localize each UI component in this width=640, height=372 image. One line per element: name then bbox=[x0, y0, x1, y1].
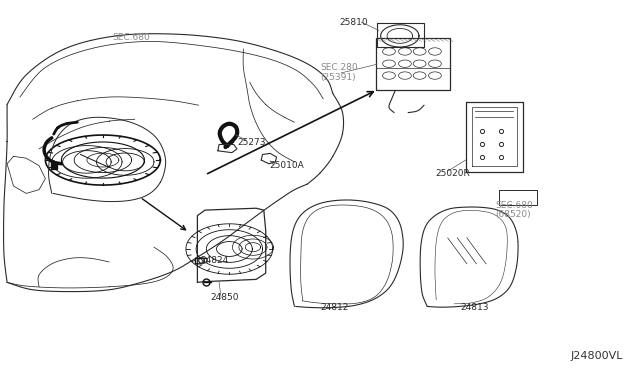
Text: 25810: 25810 bbox=[339, 18, 368, 27]
Text: 24813: 24813 bbox=[461, 303, 489, 312]
Text: 25273: 25273 bbox=[237, 138, 266, 147]
Text: SEC.280: SEC.280 bbox=[320, 63, 358, 72]
Text: 25010A: 25010A bbox=[269, 161, 303, 170]
Text: (68520): (68520) bbox=[495, 211, 531, 219]
Text: 24812: 24812 bbox=[320, 303, 348, 312]
Text: 25020R: 25020R bbox=[435, 169, 470, 177]
Text: J24800VL: J24800VL bbox=[571, 351, 623, 361]
Text: (25391): (25391) bbox=[320, 73, 356, 82]
Text: SEC.680: SEC.680 bbox=[113, 33, 150, 42]
Text: SEC.680: SEC.680 bbox=[495, 201, 533, 210]
Text: 24850: 24850 bbox=[210, 293, 239, 302]
Text: 24824: 24824 bbox=[200, 256, 228, 265]
